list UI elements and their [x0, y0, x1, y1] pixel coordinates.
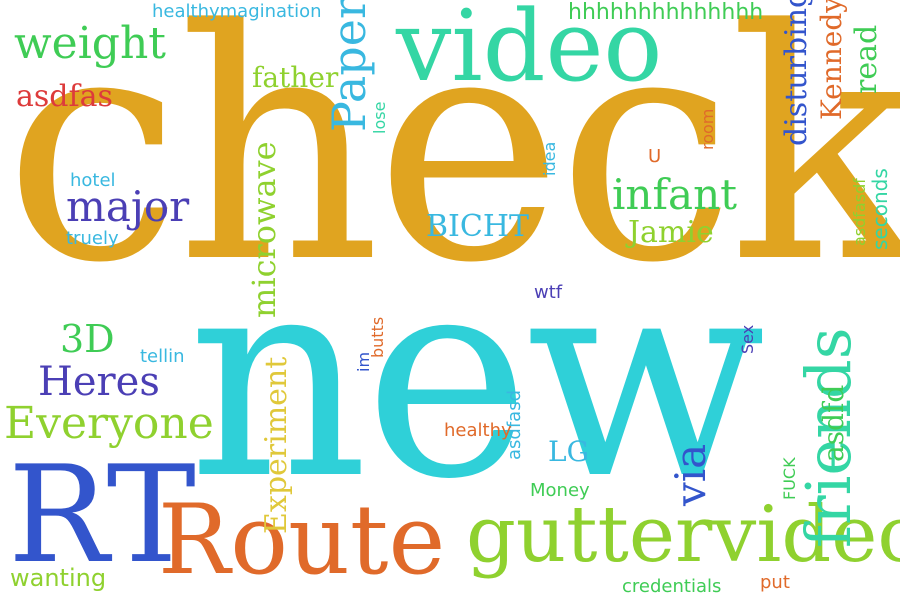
word-via: via [666, 443, 715, 506]
word-lg: LG [548, 435, 589, 468]
word-jamie: Jamie [628, 215, 714, 250]
word-room: room [698, 108, 717, 150]
word-kennedy: Kennedy [815, 0, 848, 120]
word-money: Money [530, 480, 590, 501]
word-major: major [66, 182, 190, 231]
word-healthy: healthy [444, 420, 512, 441]
word-sex: Sex [738, 324, 757, 354]
word-rt: RT [8, 437, 196, 593]
word-infant: infant [612, 170, 737, 219]
word-hhh: hhhhhhhhhhhhhh [568, 0, 764, 25]
word-tellin: tellin [140, 346, 185, 367]
word-new: new [188, 215, 766, 541]
word-asdfasdf: asdfasdf [850, 178, 869, 246]
word-father: father [252, 61, 339, 94]
word-everyone: Everyone [4, 398, 214, 449]
word-guttervideo: guttervideo [466, 490, 900, 580]
word-idea: idea [540, 141, 559, 176]
word-check: check [4, 0, 900, 332]
word-read: read [849, 24, 884, 94]
word-video: video [396, 0, 663, 104]
word-hotel: hotel [70, 170, 116, 191]
word-u: U [648, 146, 662, 167]
word-seconds: seconds [868, 168, 892, 250]
word-healthymagination: healthymagination [152, 1, 322, 22]
word-weight: weight [14, 18, 166, 69]
word-heres: Heres [38, 359, 160, 405]
word-experiment: Experiment [259, 356, 294, 534]
word-lose: lose [370, 101, 389, 134]
word-fuck: FUCK [780, 457, 799, 500]
word-asdfas: asdfas [16, 79, 113, 114]
word-truely: truely [66, 228, 119, 249]
word-credentials: credentials [622, 576, 722, 597]
word-bicht: BICHT [426, 209, 530, 244]
word-im: im [354, 351, 373, 372]
word-put: put [760, 572, 790, 593]
word-wtf: wtf [534, 282, 563, 303]
word-disturbing: disturbing [779, 0, 814, 146]
word-microwave: microwave [245, 141, 283, 318]
word-wanting: wanting [10, 564, 107, 592]
word-asdfd: asdfd [817, 384, 850, 462]
word-paper: Paper [322, 0, 376, 132]
word-route: Route [158, 484, 446, 596]
word-3d: 3D [60, 317, 115, 361]
